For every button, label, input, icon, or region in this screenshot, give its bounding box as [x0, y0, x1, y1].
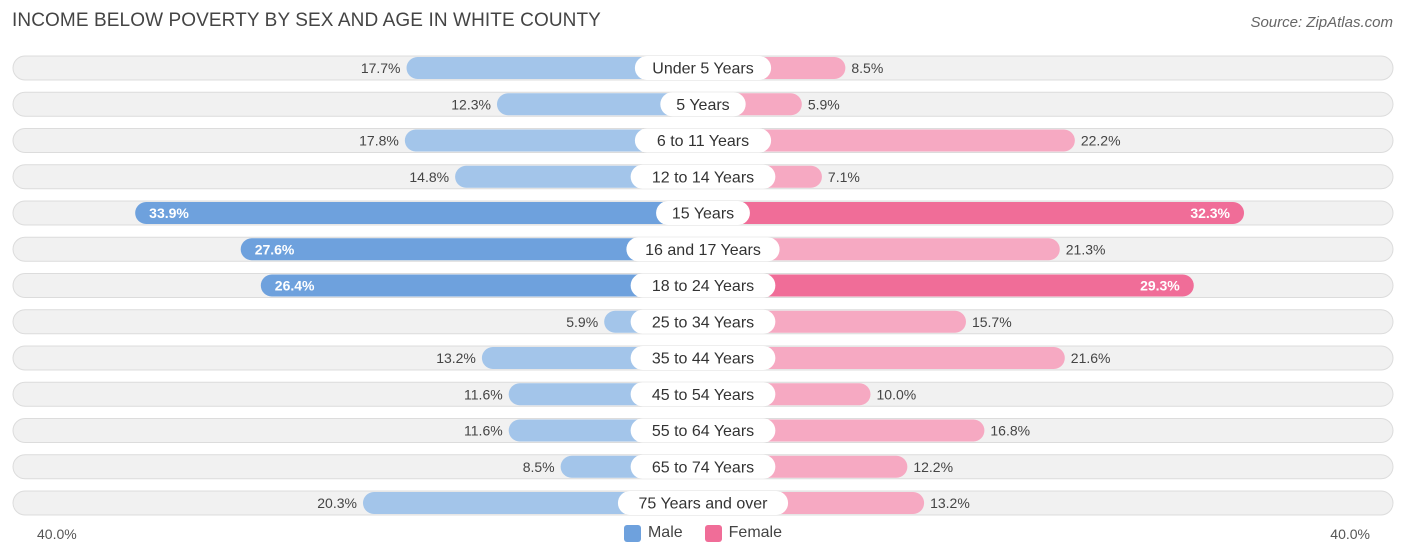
male-bar [496, 93, 703, 116]
male-value-label: 33.9% [149, 205, 189, 221]
female-value-label: 32.3% [1190, 205, 1230, 221]
bar-row: 11.6% 16.8% 55 to 64 Years [12, 418, 1394, 443]
category-label-background [626, 237, 780, 262]
male-value-label: 11.6% [464, 423, 503, 439]
category-label: 25 to 34 Years [652, 314, 754, 331]
category-label-background [660, 92, 746, 117]
category-label: 35 to 44 Years [652, 351, 754, 368]
legend: Male Female [0, 524, 1406, 542]
female-value-label: 15.7% [972, 314, 1012, 330]
bar-row: 8.5% 12.2% 65 to 74 Years [12, 454, 1394, 480]
legend-item-female[interactable]: Female [704, 524, 783, 542]
category-label: 18 to 24 Years [652, 278, 754, 295]
female-bar [703, 202, 1245, 224]
bar-row: 20.3% 13.2% 75 Years and over [12, 490, 1394, 516]
category-label-background [630, 309, 776, 334]
female-value-label: 5.9% [808, 96, 840, 112]
category-label-background [634, 128, 772, 153]
legend-swatch-female [704, 524, 722, 542]
female-value-label: 22.2% [1081, 133, 1121, 149]
male-value-label: 20.3% [317, 495, 357, 511]
axis-label-left: 40.0% [37, 526, 77, 542]
bar-row: 33.9% 32.3% 15 Years [12, 200, 1394, 226]
female-bar [703, 347, 1065, 369]
category-label-background [617, 491, 789, 515]
category-label: 16 and 17 Years [645, 242, 761, 259]
category-label: 15 Years [672, 206, 734, 223]
female-bar [703, 129, 1075, 152]
male-bar [406, 57, 703, 79]
category-label: 55 to 64 Years [652, 423, 754, 440]
legend-label-female: Female [728, 524, 783, 541]
category-label-background [630, 418, 776, 443]
bar-row: 12.3% 5.9% 5 Years [12, 91, 1394, 117]
category-label: Under 5 Years [652, 61, 753, 78]
bar-row: 27.6% 21.3% 16 and 17 Years [12, 236, 1394, 262]
category-label-background [630, 346, 776, 370]
category-label: 65 to 74 Years [652, 459, 754, 476]
female-value-label: 12.2% [913, 459, 953, 475]
category-label: 12 to 14 Years [652, 169, 754, 186]
bar-row: 14.8% 7.1% 12 to 14 Years [12, 164, 1394, 190]
category-label-background [630, 273, 776, 298]
male-bar [260, 274, 703, 297]
male-value-label: 13.2% [436, 350, 476, 366]
category-label: 75 Years and over [639, 496, 769, 513]
female-value-label: 7.1% [828, 169, 860, 185]
male-value-label: 27.6% [255, 241, 295, 257]
female-bar [703, 274, 1194, 297]
bar-row: 11.6% 10.0% 45 to 54 Years [12, 381, 1394, 407]
category-label-background [634, 56, 772, 80]
bar-row: 26.4% 29.3% 18 to 24 Years [12, 273, 1394, 298]
category-label: 5 Years [676, 97, 729, 114]
male-value-label: 26.4% [275, 278, 315, 294]
female-value-label: 13.2% [930, 495, 970, 511]
male-bar [240, 238, 703, 261]
female-value-label: 10.0% [877, 386, 917, 402]
male-value-label: 12.3% [451, 96, 491, 112]
chart-title: INCOME BELOW POVERTY BY SEX AND AGE IN W… [12, 10, 601, 31]
female-value-label: 29.3% [1140, 278, 1180, 294]
female-value-label: 21.3% [1066, 241, 1106, 257]
female-bar [703, 238, 1060, 261]
male-value-label: 11.6% [464, 386, 503, 402]
bar-row: 5.9% 15.7% 25 to 34 Years [12, 309, 1394, 335]
category-label-background [630, 382, 776, 407]
male-value-label: 17.8% [359, 133, 399, 149]
male-bar [362, 492, 703, 514]
female-value-label: 21.6% [1071, 350, 1111, 366]
male-bar [404, 129, 703, 152]
bar-row: 17.8% 22.2% 6 to 11 Years [12, 128, 1394, 153]
source-credit: Source: ZipAtlas.com [1250, 14, 1393, 31]
bar-row: 17.7% 8.5% Under 5 Years [12, 55, 1394, 81]
legend-swatch-male [623, 524, 641, 542]
male-value-label: 17.7% [361, 60, 401, 76]
category-label-background [630, 164, 776, 189]
male-bar [135, 202, 704, 224]
female-value-label: 16.8% [990, 423, 1030, 439]
legend-label-male: Male [647, 524, 683, 541]
category-label-background [656, 201, 750, 225]
category-label: 6 to 11 Years [657, 133, 749, 150]
bar-row: 13.2% 21.6% 35 to 44 Years [12, 345, 1394, 371]
female-value-label: 8.5% [851, 60, 883, 76]
axis-label-right: 40.0% [1330, 526, 1370, 542]
legend-item-male[interactable]: Male [623, 524, 683, 542]
male-value-label: 5.9% [566, 314, 598, 330]
male-value-label: 14.8% [409, 169, 449, 185]
male-value-label: 8.5% [523, 459, 555, 475]
category-label: 45 to 54 Years [652, 387, 754, 404]
category-label-background [630, 454, 776, 479]
